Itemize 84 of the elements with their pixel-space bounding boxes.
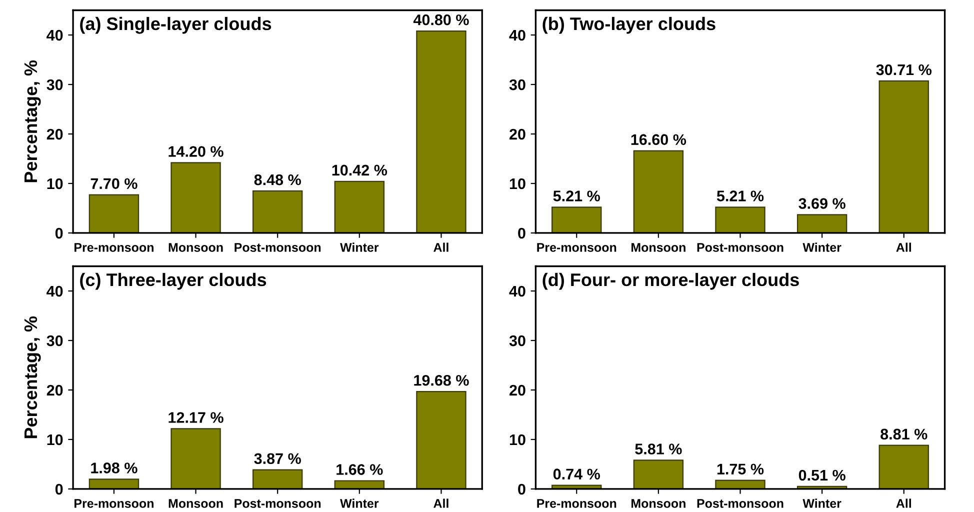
bar	[796, 214, 848, 233]
data-label: 5.21 %	[716, 190, 764, 202]
y-tick-label: 30	[46, 79, 63, 90]
y-tick-label: 0	[518, 228, 526, 239]
x-tick-label: Pre-monsoon	[74, 243, 154, 252]
bar	[252, 190, 303, 233]
y-tick-label: 20	[46, 384, 63, 396]
y-tick-label: 40	[509, 30, 526, 41]
x-tick-label: Pre-monsoon	[74, 499, 154, 508]
y-tick-label: 20	[510, 384, 526, 396]
bar	[715, 480, 766, 489]
x-tick-label: Winter	[340, 498, 379, 508]
x-tick-label: Monsoon	[168, 243, 223, 252]
x-tick-label: Monsoon	[631, 243, 686, 252]
x-tick-label: Monsoon	[168, 499, 223, 508]
data-label: 8.81 %	[880, 428, 928, 440]
chart-title: (d) Four- or more-layer clouds	[542, 272, 799, 290]
data-label: 1.75 %	[717, 464, 764, 474]
y-tick-label: 30	[509, 335, 526, 346]
x-tick-label: Monsoon	[631, 499, 686, 508]
x-tick-label: Winter	[802, 498, 842, 508]
x-tick-label: Post-monsoon	[697, 499, 784, 508]
y-tick-label: 20	[46, 128, 63, 140]
y-tick-label: 10	[47, 434, 63, 446]
data-label: 30.71 %	[876, 64, 932, 76]
y-tick-label: 40	[46, 286, 63, 297]
data-label: 14.20 %	[168, 146, 224, 157]
data-label: 3.69 %	[798, 198, 846, 209]
data-label: 1.98 %	[91, 462, 138, 474]
data-label: 19.68 %	[414, 374, 469, 386]
data-label: 8.48 %	[254, 174, 301, 186]
x-tick-label: Post-monsoon	[234, 499, 321, 508]
y-tick-label: 10	[510, 434, 526, 446]
bar	[878, 444, 929, 489]
y-tick-label: 30	[509, 79, 526, 90]
bar	[416, 391, 466, 489]
y-tick-label: 30	[46, 335, 63, 346]
x-tick-label: Pre-monsoon	[537, 243, 616, 252]
x-tick-label: Pre-monsoon	[537, 499, 616, 508]
data-label: 40.80 %	[413, 14, 469, 26]
x-tick-label: All	[896, 242, 911, 252]
y-tick-label: 40	[509, 286, 526, 297]
data-label: 7.70 %	[90, 178, 138, 190]
bar	[334, 180, 385, 233]
y-tick-label: 0	[55, 228, 63, 239]
bar	[334, 480, 385, 489]
data-label: 12.17 %	[168, 412, 224, 423]
y-axis-title: Percentage, %	[24, 60, 41, 182]
x-tick-label: All	[434, 242, 448, 252]
chart-title: (b) Two-layer clouds	[542, 16, 716, 34]
data-label: 1.66 %	[336, 464, 383, 475]
data-label: 5.81 %	[635, 444, 682, 454]
y-tick-label: 0	[55, 484, 63, 495]
chart-title: (a) Single-layer clouds	[80, 16, 272, 34]
x-tick-label: Post-monsoon	[697, 243, 784, 252]
bar	[88, 194, 140, 233]
bar	[878, 80, 929, 233]
y-tick-label: 10	[47, 178, 63, 190]
x-tick-label: All	[896, 498, 911, 508]
bar	[552, 206, 602, 233]
bar	[88, 478, 140, 489]
y-tick-label: 10	[510, 178, 526, 190]
data-label: 3.87 %	[254, 453, 301, 464]
bar	[170, 162, 221, 233]
bar	[715, 206, 766, 233]
bar	[170, 428, 221, 489]
chart-title: (c) Three-layer clouds	[80, 272, 266, 290]
data-label: 0.51 %	[798, 470, 846, 481]
y-tick-label: 0	[518, 484, 526, 495]
bar	[633, 460, 684, 489]
x-tick-label: Winter	[802, 242, 842, 252]
data-label: 0.74 %	[553, 468, 600, 480]
data-label: 5.21 %	[553, 190, 600, 202]
data-label: 16.60 %	[631, 134, 686, 146]
x-tick-label: Winter	[340, 242, 379, 252]
x-tick-label: All	[434, 498, 448, 508]
y-tick-label: 20	[510, 128, 526, 140]
y-tick-label: 40	[46, 30, 63, 41]
x-tick-label: Post-monsoon	[234, 243, 321, 252]
bar	[252, 469, 303, 489]
y-axis-title: Percentage, %	[24, 316, 41, 438]
bar	[416, 30, 466, 233]
bar	[633, 150, 684, 233]
data-label: 10.42 %	[332, 164, 388, 176]
